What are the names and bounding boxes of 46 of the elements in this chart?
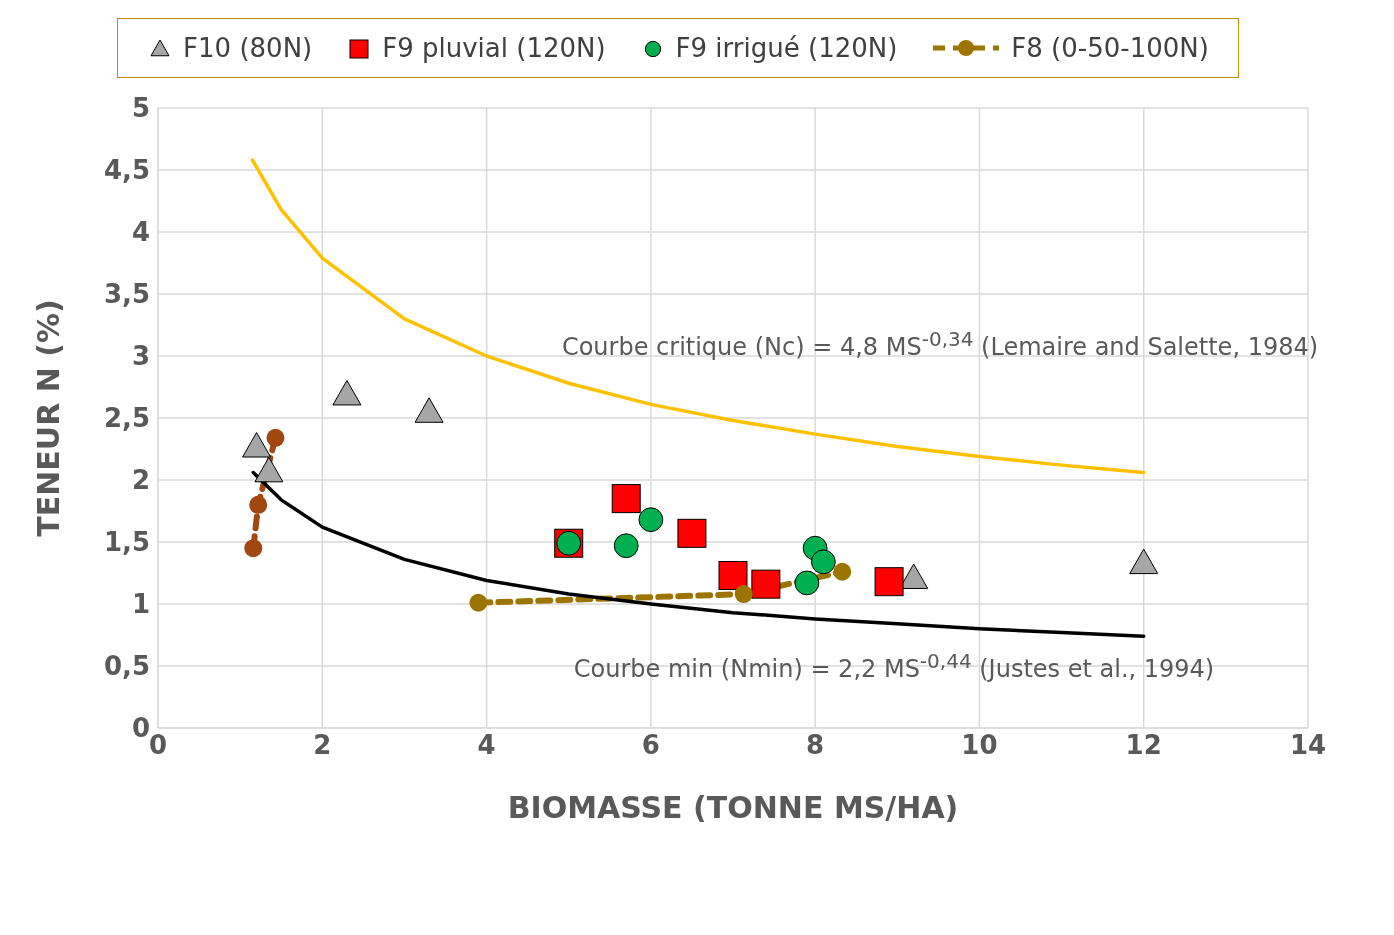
x-tick-label: 4 xyxy=(477,730,496,761)
point xyxy=(677,518,707,548)
point xyxy=(266,428,285,447)
x-tick-label: 14 xyxy=(1289,730,1327,761)
x-axis-title: BIOMASSE (TONNE MS/HA) xyxy=(507,790,959,825)
x-tick-label: 6 xyxy=(641,730,660,761)
point xyxy=(249,495,268,514)
y-axis-title: TENEUR N (%) xyxy=(30,299,66,537)
y-tick-label: 2 xyxy=(131,465,150,496)
y-tick-label: 1,5 xyxy=(103,527,150,558)
y-tick-label: 0,5 xyxy=(103,651,150,682)
point xyxy=(833,562,852,581)
point xyxy=(718,560,748,590)
y-tick-label: 4 xyxy=(131,217,150,248)
point xyxy=(414,397,444,423)
x-tick-label: 12 xyxy=(1125,730,1162,761)
y-tick-label: 5 xyxy=(131,93,150,124)
point xyxy=(613,533,639,559)
point xyxy=(874,567,904,597)
annotation: Courbe critique (Nc) = 4,8 MS$^{-0,34}$ (Lemaire and Salette, 1984) xyxy=(561,326,1319,361)
x-tick-label: 10 xyxy=(961,730,998,761)
point xyxy=(244,539,263,558)
legend-label: F10 (80N) xyxy=(183,33,313,63)
point xyxy=(1129,548,1159,575)
point xyxy=(734,585,753,604)
point xyxy=(254,456,284,483)
y-tick-label: 1 xyxy=(131,589,150,620)
y-tick-label: 3,5 xyxy=(103,279,150,310)
legend-label: F9 pluvial (120N) xyxy=(382,33,606,63)
y-tick-label: 3 xyxy=(131,341,150,372)
line-series xyxy=(250,158,1146,475)
legend-label: F9 irrigué (120N) xyxy=(675,33,898,63)
point xyxy=(242,432,272,458)
point xyxy=(751,569,781,599)
point xyxy=(469,593,488,612)
annotation: Courbe min (Nmin) = 2,2 MS$^{-0,44}$ (Justes et al., 1994) xyxy=(573,649,1215,683)
point xyxy=(611,484,641,514)
point xyxy=(810,549,836,575)
x-tick-label: 8 xyxy=(806,730,825,761)
y-tick-label: 4,5 xyxy=(103,155,150,186)
x-tick-label: 2 xyxy=(313,730,332,761)
y-tick-label: 2,5 xyxy=(103,403,150,434)
legend-label: F8 (0-50-100N) xyxy=(1011,33,1209,63)
point xyxy=(638,507,664,533)
point xyxy=(332,379,362,406)
point xyxy=(794,570,820,596)
